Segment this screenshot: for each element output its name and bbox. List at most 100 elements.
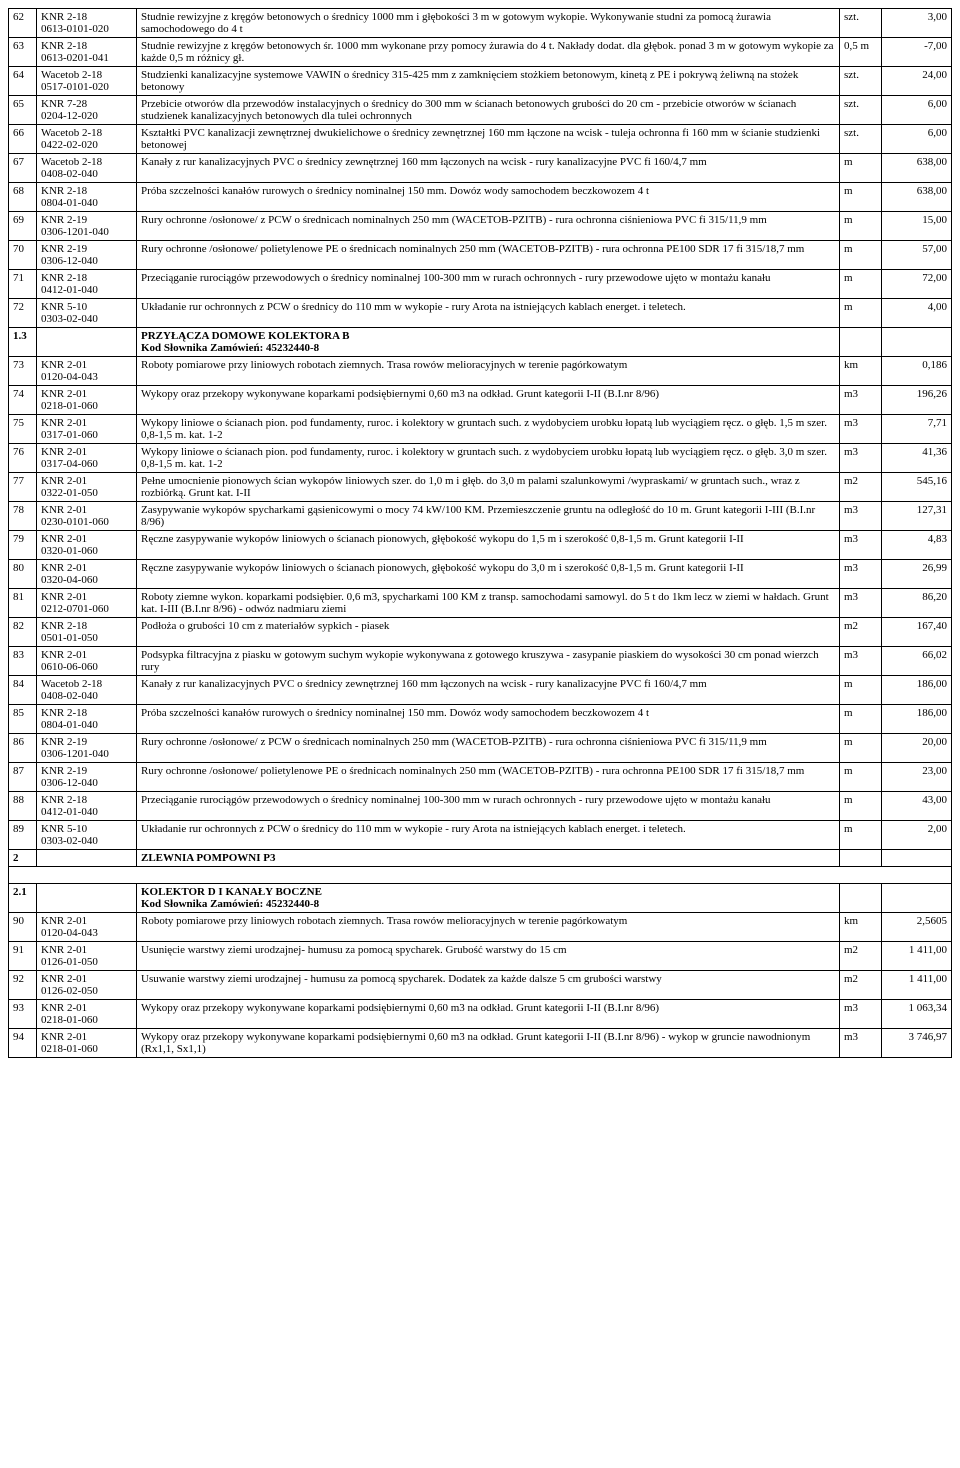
row-number: 65 <box>9 96 37 125</box>
row-code <box>37 884 137 913</box>
row-code: KNR 2-18 0412-01-040 <box>37 792 137 821</box>
row-code: KNR 2-19 0306-1201-040 <box>37 212 137 241</box>
table-row: 65KNR 7-28 0204-12-020Przebicie otworów … <box>9 96 952 125</box>
row-number: 67 <box>9 154 37 183</box>
row-code: KNR 2-01 0230-0101-060 <box>37 502 137 531</box>
row-code: KNR 2-01 0218-01-060 <box>37 1029 137 1058</box>
row-unit: m3 <box>840 647 882 676</box>
row-number: 69 <box>9 212 37 241</box>
row-quantity: 196,26 <box>882 386 952 415</box>
row-unit: m3 <box>840 415 882 444</box>
table-row: 89KNR 5-10 0303-02-040Układanie rur ochr… <box>9 821 952 850</box>
row-description: Usunięcie warstwy ziemi urodzajnej- humu… <box>137 942 840 971</box>
row-code: KNR 2-01 0218-01-060 <box>37 386 137 415</box>
row-unit: m2 <box>840 618 882 647</box>
row-quantity <box>882 328 952 357</box>
row-number: 63 <box>9 38 37 67</box>
row-number: 88 <box>9 792 37 821</box>
row-unit: m3 <box>840 1000 882 1029</box>
row-unit: m3 <box>840 1029 882 1058</box>
row-quantity: -7,00 <box>882 38 952 67</box>
row-code <box>37 328 137 357</box>
row-unit: m <box>840 734 882 763</box>
row-description: Wykopy oraz przekopy wykonywane koparkam… <box>137 386 840 415</box>
table-row: 69KNR 2-19 0306-1201-040Rury ochronne /o… <box>9 212 952 241</box>
row-number: 64 <box>9 67 37 96</box>
section-row: 1.3PRZYŁĄCZA DOMOWE KOLEKTORA B Kod Słow… <box>9 328 952 357</box>
table-row: 86KNR 2-19 0306-1201-040Rury ochronne /o… <box>9 734 952 763</box>
row-code: KNR 2-19 0306-12-040 <box>37 241 137 270</box>
row-code: KNR 2-18 0613-0101-020 <box>37 9 137 38</box>
row-number: 90 <box>9 913 37 942</box>
row-code: KNR 2-01 0212-0701-060 <box>37 589 137 618</box>
row-unit: m <box>840 241 882 270</box>
row-number: 72 <box>9 299 37 328</box>
row-code: KNR 2-18 0804-01-040 <box>37 705 137 734</box>
row-quantity: 4,00 <box>882 299 952 328</box>
row-description: Ręczne zasypywanie wykopów liniowych o ś… <box>137 560 840 589</box>
row-unit: szt. <box>840 96 882 125</box>
row-quantity: 7,71 <box>882 415 952 444</box>
row-description: Roboty ziemne wykon. koparkami podsiębie… <box>137 589 840 618</box>
table-row: 75KNR 2-01 0317-01-060Wykopy liniowe o ś… <box>9 415 952 444</box>
table-row: 77KNR 2-01 0322-01-050Pełne umocnienie p… <box>9 473 952 502</box>
row-code: KNR 2-01 0320-01-060 <box>37 531 137 560</box>
row-number: 76 <box>9 444 37 473</box>
table-row: 72KNR 5-10 0303-02-040Układanie rur ochr… <box>9 299 952 328</box>
row-code: KNR 2-19 0306-1201-040 <box>37 734 137 763</box>
row-quantity: 26,99 <box>882 560 952 589</box>
row-quantity: 6,00 <box>882 125 952 154</box>
row-unit: m3 <box>840 386 882 415</box>
row-code: Wacetob 2-18 0422-02-020 <box>37 125 137 154</box>
table-row: 87KNR 2-19 0306-12-040Rury ochronne /osł… <box>9 763 952 792</box>
table-row: 93KNR 2-01 0218-01-060Wykopy oraz przeko… <box>9 1000 952 1029</box>
row-number: 78 <box>9 502 37 531</box>
table-row <box>9 867 952 884</box>
row-unit: m3 <box>840 502 882 531</box>
row-unit: m3 <box>840 531 882 560</box>
row-unit: km <box>840 913 882 942</box>
row-number: 82 <box>9 618 37 647</box>
row-quantity: 638,00 <box>882 183 952 212</box>
row-code: Wacetob 2-18 0408-02-040 <box>37 676 137 705</box>
row-description: Kanały z rur kanalizacyjnych PVC o średn… <box>137 676 840 705</box>
row-description: Próba szczelności kanałów rurowych o śre… <box>137 183 840 212</box>
table-row: 85KNR 2-18 0804-01-040Próba szczelności … <box>9 705 952 734</box>
row-code: KNR 2-01 0610-06-060 <box>37 647 137 676</box>
row-number: 71 <box>9 270 37 299</box>
row-code: KNR 2-18 0501-01-050 <box>37 618 137 647</box>
section-row: 2ZLEWNIA POMPOWNI P3 <box>9 850 952 867</box>
row-number: 94 <box>9 1029 37 1058</box>
row-unit: m <box>840 183 882 212</box>
table-row: 82KNR 2-18 0501-01-050Podłoża o grubości… <box>9 618 952 647</box>
row-quantity: 186,00 <box>882 676 952 705</box>
row-description: ZLEWNIA POMPOWNI P3 <box>137 850 840 867</box>
row-unit: szt. <box>840 67 882 96</box>
row-number: 79 <box>9 531 37 560</box>
row-quantity: 57,00 <box>882 241 952 270</box>
table-row: 64Wacetob 2-18 0517-0101-020Studzienki k… <box>9 67 952 96</box>
row-number: 84 <box>9 676 37 705</box>
row-description: Ręczne zasypywanie wykopów liniowych o ś… <box>137 531 840 560</box>
row-quantity: 66,02 <box>882 647 952 676</box>
row-number: 87 <box>9 763 37 792</box>
row-description: Pełne umocnienie pionowych ścian wykopów… <box>137 473 840 502</box>
row-quantity: 4,83 <box>882 531 952 560</box>
row-description: Wykopy liniowe o ścianach pion. pod fund… <box>137 444 840 473</box>
row-number: 68 <box>9 183 37 212</box>
row-code: KNR 5-10 0303-02-040 <box>37 299 137 328</box>
row-unit: szt. <box>840 125 882 154</box>
table-row: 78KNR 2-01 0230-0101-060Zasypywanie wyko… <box>9 502 952 531</box>
row-quantity: 2,5605 <box>882 913 952 942</box>
table-row: 84Wacetob 2-18 0408-02-040Kanały z rur k… <box>9 676 952 705</box>
row-unit: m <box>840 270 882 299</box>
row-description: Kanały z rur kanalizacyjnych PVC o średn… <box>137 154 840 183</box>
row-description: Usuwanie warstwy ziemi urodzajnej - humu… <box>137 971 840 1000</box>
row-number: 81 <box>9 589 37 618</box>
row-description: Próba szczelności kanałów rurowych o śre… <box>137 705 840 734</box>
row-description: Układanie rur ochronnych z PCW o średnic… <box>137 299 840 328</box>
row-unit: m <box>840 154 882 183</box>
row-code: Wacetob 2-18 0517-0101-020 <box>37 67 137 96</box>
table-row: 67Wacetob 2-18 0408-02-040Kanały z rur k… <box>9 154 952 183</box>
row-quantity: 3,00 <box>882 9 952 38</box>
